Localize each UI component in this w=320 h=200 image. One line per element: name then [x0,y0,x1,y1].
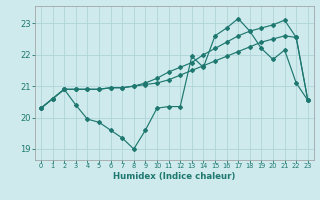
X-axis label: Humidex (Indice chaleur): Humidex (Indice chaleur) [113,172,236,181]
